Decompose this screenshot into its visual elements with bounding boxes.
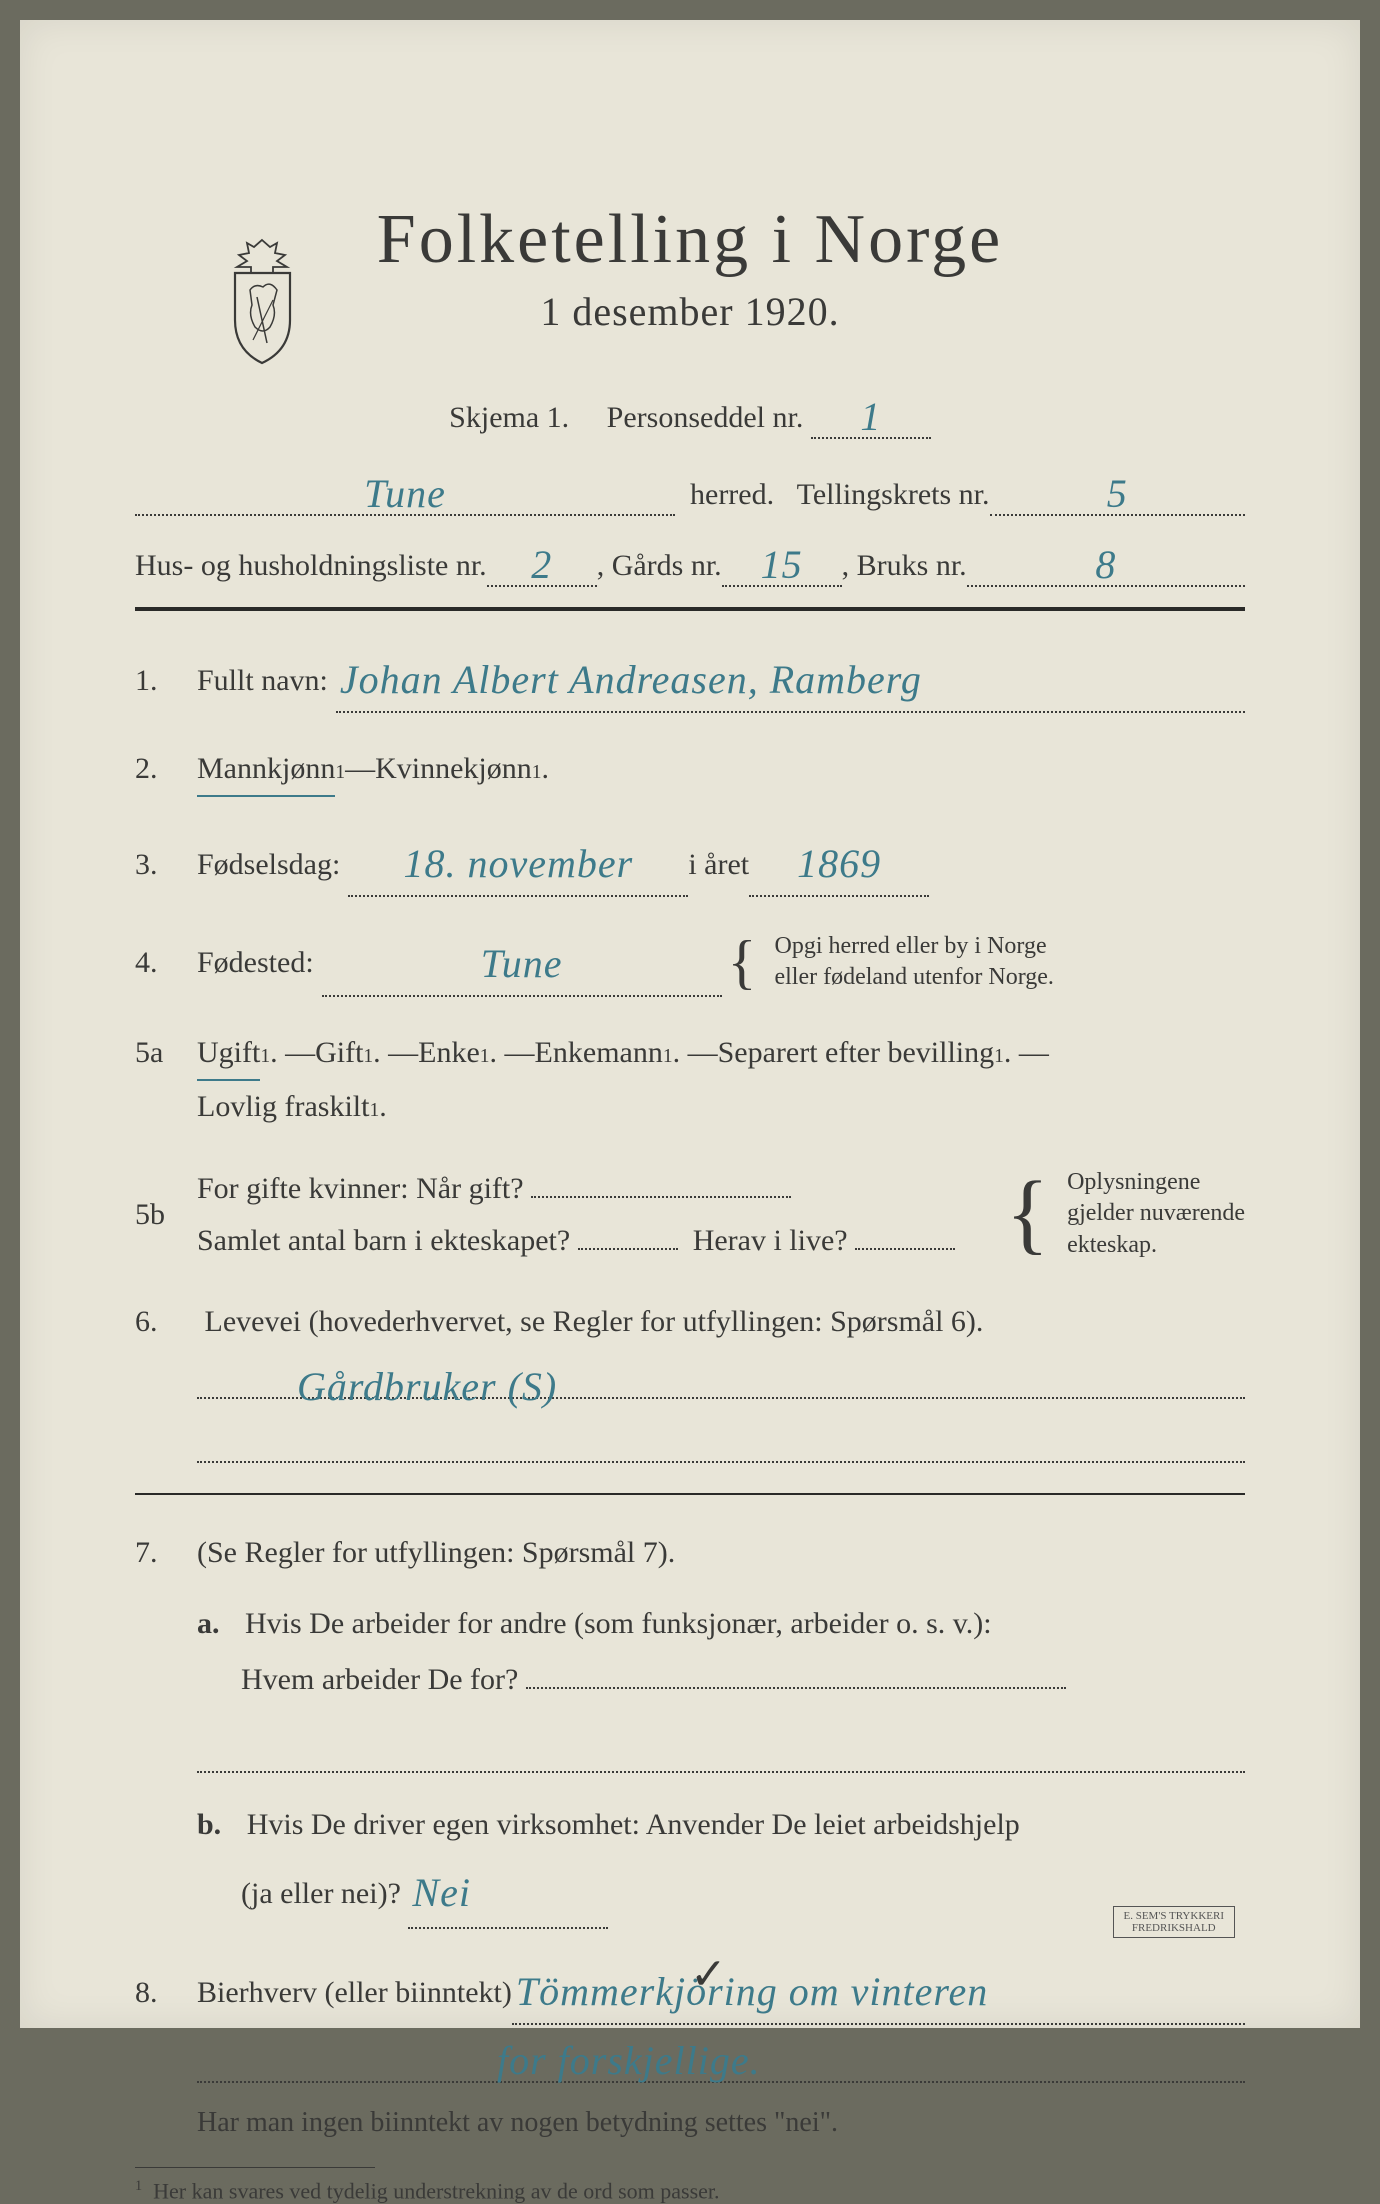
- mid-divider: [135, 1493, 1245, 1495]
- question-4: 4. Fødested: Tune { Opgi herred eller by…: [135, 927, 1245, 997]
- q2-kvinne: Kvinnekjønn: [375, 743, 532, 794]
- tellingskrets-label: Tellingskrets nr.: [797, 478, 990, 512]
- q4-number: 4.: [135, 937, 197, 988]
- footnote: 1 Her kan svares ved tydelig understrekn…: [135, 2178, 1245, 2204]
- printer-stamp: E. SEM'S TRYKKERI FREDRIKSHALD: [1113, 1906, 1236, 1938]
- question-6: 6. Levevei (hovederhvervet, se Regler fo…: [135, 1296, 1245, 1463]
- brace-icon: {: [1006, 1178, 1049, 1250]
- q7b-letter: b.: [197, 1808, 221, 1841]
- hus-value: 2: [531, 542, 552, 587]
- q3-year: 1869: [797, 841, 881, 886]
- bruks-value: 8: [1095, 542, 1116, 587]
- q2-number: 2.: [135, 743, 197, 794]
- q5a-gift: Gift: [315, 1027, 363, 1078]
- hus-line: Hus- og husholdningsliste nr. 2 , Gårds …: [135, 538, 1245, 587]
- q8-number: 8.: [135, 1967, 197, 2018]
- q5a-separert: Separert efter bevilling: [718, 1027, 995, 1078]
- q5b-number: 5b: [135, 1189, 197, 1240]
- q5a-enke: Enke: [418, 1027, 480, 1078]
- checkmark-icon: ✓: [690, 1949, 727, 2000]
- personseddel-label: Personseddel nr.: [607, 401, 804, 434]
- q3-mid: i året: [688, 839, 749, 890]
- personseddel-value: 1: [860, 394, 881, 439]
- q7a-letter: a.: [197, 1607, 220, 1640]
- q7b-label2: (ja eller nei)?: [241, 1877, 401, 1910]
- brace-icon: {: [728, 938, 757, 986]
- q4-value: Tune: [481, 941, 563, 986]
- schema-label: Skjema 1.: [449, 401, 569, 434]
- q5a-enkemann: Enkemann: [535, 1027, 663, 1078]
- schema-line: Skjema 1. Personseddel nr. 1: [135, 390, 1245, 439]
- q7-label: (Se Regler for utfyllingen: Spørsmål 7).: [197, 1527, 675, 1578]
- q5b-label2: Samlet antal barn i ekteskapet?: [197, 1224, 570, 1257]
- q1-label: Fullt navn:: [197, 655, 328, 706]
- census-form-page: Folketelling i Norge 1 desember 1920. Sk…: [20, 20, 1360, 2028]
- q7b-label: Hvis De driver egen virksomhet: Anvender…: [247, 1808, 1020, 1841]
- q1-value: Johan Albert Andreasen, Ramberg: [340, 657, 922, 702]
- q8-value1: Tömmerkjöring om vinteren: [516, 1969, 988, 2014]
- q3-number: 3.: [135, 839, 197, 890]
- q3-label: Fødselsdag:: [197, 839, 340, 890]
- q5a-fraskilt: Lovlig fraskilt: [197, 1081, 369, 1132]
- question-5a: 5a Ugift1. — Gift1. — Enke1. — Enkemann1…: [135, 1027, 1245, 1132]
- question-7: 7. (Se Regler for utfyllingen: Spørsmål …: [135, 1527, 1245, 1578]
- question-3: 3. Fødselsdag: 18. november i året 1869: [135, 827, 1245, 897]
- q2-mann: Mannkjønn: [197, 743, 335, 797]
- herred-line: Tune herred. Tellingskrets nr. 5: [135, 467, 1245, 516]
- q7b-value: Nei: [412, 1870, 471, 1915]
- q5b-note: Oplysningene gjelder nuværende ekteskap.: [1067, 1167, 1245, 1261]
- q5a-number: 5a: [135, 1027, 197, 1078]
- question-2: 2. Mannkjønn1 — Kvinnekjønn1.: [135, 743, 1245, 797]
- question-7b: b. Hvis De driver egen virksomhet: Anven…: [135, 1797, 1245, 1929]
- q5a-ugift: Ugift: [197, 1027, 260, 1081]
- q4-note: Opgi herred eller by i Norge eller fødel…: [774, 931, 1053, 993]
- q7a-label1: Hvis De arbeider for andre (som funksjon…: [245, 1607, 992, 1640]
- q5b-label1: For gifte kvinner: Når gift?: [197, 1172, 524, 1205]
- tellingskrets-value: 5: [1107, 471, 1128, 516]
- q3-day: 18. november: [403, 841, 633, 886]
- q6-value: Gårdbruker (S): [297, 1353, 557, 1421]
- question-1: 1. Fullt navn: Johan Albert Andreasen, R…: [135, 643, 1245, 713]
- q6-number: 6.: [135, 1296, 197, 1347]
- q1-number: 1.: [135, 655, 197, 706]
- q8-label: Bierhverv (eller biinntekt): [197, 1967, 512, 2018]
- q7a-label2: Hvem arbeider De for?: [241, 1663, 518, 1696]
- q8-note: Har man ingen biinntekt av nogen betydni…: [197, 2107, 1245, 2139]
- herred-label: herred.: [690, 478, 774, 512]
- bruks-label: , Bruks nr.: [842, 549, 967, 583]
- top-divider: [135, 607, 1245, 611]
- q5b-label3: Herav i live?: [693, 1224, 848, 1257]
- q7-number: 7.: [135, 1527, 197, 1578]
- herred-value: Tune: [364, 471, 446, 516]
- coat-of-arms-icon: [215, 235, 310, 365]
- hus-label: Hus- og husholdningsliste nr.: [135, 549, 487, 583]
- gaards-value: 15: [761, 542, 803, 587]
- q6-label: Levevei (hovederhvervet, se Regler for u…: [205, 1305, 984, 1338]
- gaards-label: , Gårds nr.: [597, 549, 722, 583]
- question-5b: 5b For gifte kvinner: Når gift? Samlet a…: [135, 1162, 1245, 1266]
- q4-label: Fødested:: [197, 937, 314, 988]
- footnote-rule: [135, 2167, 375, 2168]
- q8-value2: for forskjellige.: [497, 2037, 761, 2084]
- question-7a: a. Hvis De arbeider for andre (som funks…: [135, 1596, 1245, 1707]
